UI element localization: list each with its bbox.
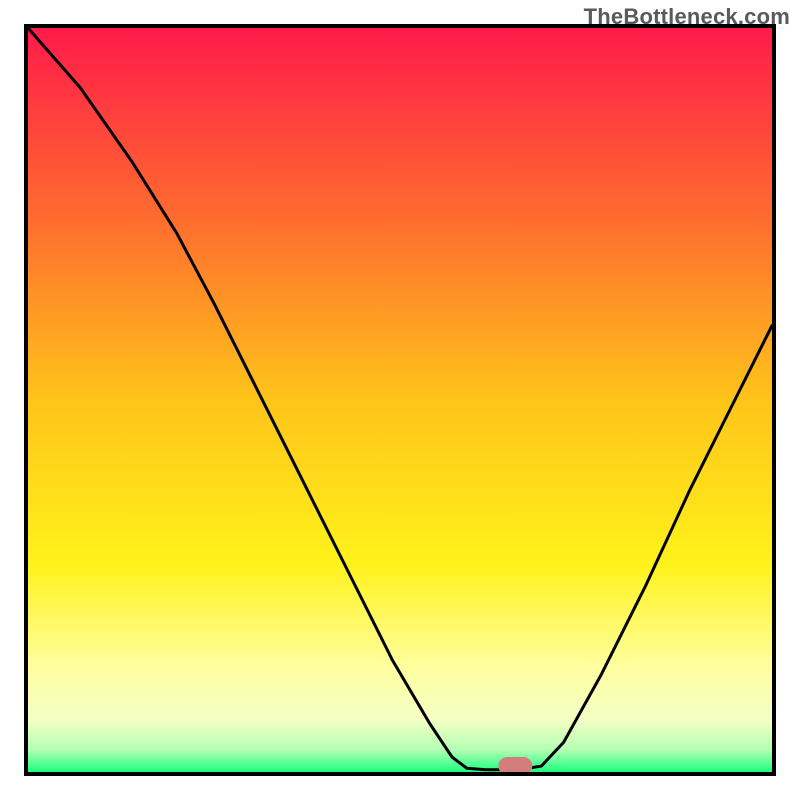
bottleneck-chart <box>0 0 800 800</box>
chart-container: TheBottleneck.com <box>0 0 800 800</box>
watermark-label: TheBottleneck.com <box>584 4 790 30</box>
chart-background <box>28 28 772 772</box>
